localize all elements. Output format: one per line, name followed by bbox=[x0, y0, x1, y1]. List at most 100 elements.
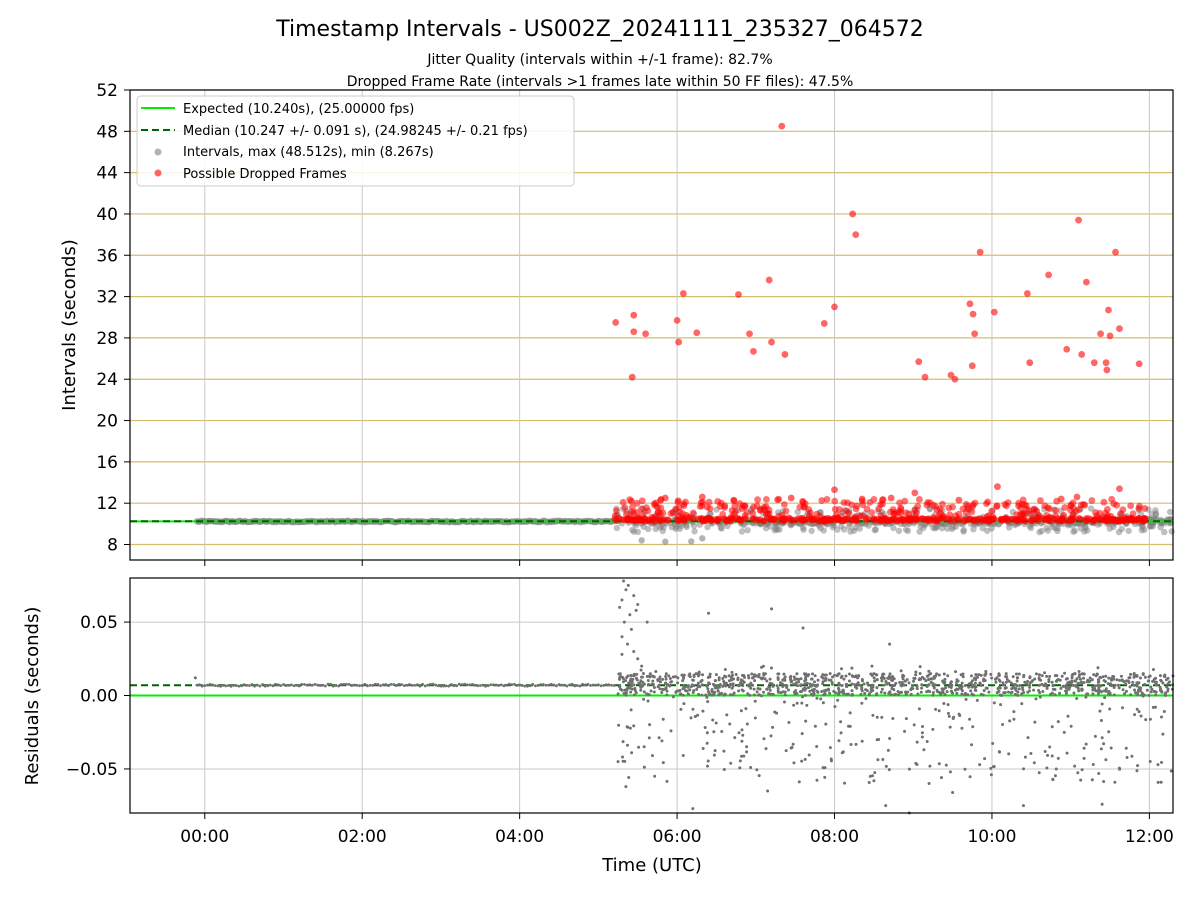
residual-point bbox=[934, 707, 938, 711]
residual-point bbox=[891, 675, 895, 679]
residual-point bbox=[891, 716, 895, 720]
residual-point bbox=[1096, 678, 1100, 682]
dropped-frame-point bbox=[912, 512, 919, 520]
residual-point bbox=[989, 672, 993, 676]
residual-point bbox=[513, 682, 516, 686]
residual-point bbox=[723, 667, 727, 671]
dropped-frame-point bbox=[742, 515, 749, 523]
residual-point bbox=[352, 683, 356, 687]
residual-point bbox=[562, 683, 566, 687]
residual-point bbox=[622, 620, 626, 624]
dropped-frame-point bbox=[633, 499, 641, 507]
x-tick-label: 06:00 bbox=[653, 827, 702, 847]
residual-point bbox=[762, 737, 766, 741]
residual-point bbox=[888, 737, 892, 741]
residual-point bbox=[602, 684, 606, 687]
residual-point bbox=[870, 664, 874, 668]
residual-point bbox=[967, 685, 971, 689]
residual-point bbox=[946, 674, 950, 678]
residual-point bbox=[849, 742, 853, 746]
residual-point bbox=[821, 766, 825, 770]
dropped-frame-point bbox=[628, 373, 636, 381]
residual-point bbox=[436, 684, 440, 688]
residual-point bbox=[1146, 679, 1150, 683]
residual-point bbox=[696, 681, 700, 685]
residual-point bbox=[1076, 771, 1080, 775]
residual-point bbox=[804, 687, 808, 691]
interval-point bbox=[1118, 525, 1125, 533]
residual-point bbox=[851, 674, 855, 678]
residual-point bbox=[943, 677, 947, 681]
residual-point bbox=[912, 723, 916, 727]
residual-point bbox=[813, 674, 817, 678]
residual-point bbox=[1121, 688, 1125, 692]
residual-point bbox=[1160, 760, 1164, 764]
residual-point bbox=[880, 715, 884, 719]
dropped-frame-point bbox=[931, 516, 939, 523]
residual-point bbox=[497, 684, 501, 687]
dropped-frame-point bbox=[868, 509, 876, 516]
residual-point bbox=[706, 690, 710, 694]
residual-point bbox=[1050, 725, 1054, 729]
residual-point bbox=[891, 678, 895, 682]
residual-point bbox=[860, 679, 864, 683]
interval-point bbox=[1141, 526, 1148, 534]
residual-point bbox=[813, 724, 817, 728]
residual-point bbox=[665, 689, 669, 693]
residual-point bbox=[853, 685, 857, 689]
residual-point bbox=[1020, 692, 1024, 696]
residual-point bbox=[661, 717, 665, 721]
interval-point bbox=[988, 525, 995, 532]
residual-point bbox=[1012, 717, 1016, 721]
residual-point bbox=[761, 664, 765, 668]
residual-point bbox=[794, 689, 798, 693]
residual-point bbox=[859, 692, 863, 696]
residual-point bbox=[631, 677, 635, 681]
dropped-frame-point bbox=[778, 122, 786, 130]
residual-point bbox=[795, 701, 799, 705]
residual-point bbox=[607, 683, 611, 687]
interval-point bbox=[699, 535, 706, 542]
residual-point bbox=[664, 681, 668, 685]
residual-point bbox=[234, 684, 238, 687]
residuals-data bbox=[130, 579, 1175, 815]
residuals-x-ticks: 00:00 02:00 04:00 06:00 08:00 10:00 12:00 bbox=[180, 813, 1174, 847]
dropped-frame-point bbox=[1067, 502, 1075, 510]
residual-point bbox=[1091, 685, 1095, 689]
residual-point bbox=[948, 725, 952, 729]
residual-point bbox=[770, 607, 774, 611]
residual-point bbox=[741, 679, 745, 683]
residual-point bbox=[881, 672, 885, 676]
residual-point bbox=[1033, 677, 1037, 681]
residual-point bbox=[250, 683, 254, 686]
interval-point bbox=[1168, 528, 1175, 535]
residual-point bbox=[864, 688, 868, 692]
residual-point bbox=[1084, 695, 1088, 699]
residual-point bbox=[208, 682, 212, 686]
residual-point bbox=[633, 689, 637, 693]
residual-point bbox=[1121, 706, 1125, 710]
residual-point bbox=[1065, 751, 1069, 755]
residual-point bbox=[624, 691, 628, 695]
residual-point bbox=[941, 680, 945, 684]
residual-point bbox=[1090, 778, 1094, 782]
dropped-frame-point bbox=[1036, 497, 1044, 504]
residual-point bbox=[815, 696, 819, 700]
residual-point bbox=[745, 750, 749, 754]
dropped-frame-point bbox=[1100, 498, 1108, 506]
y-tick-label: 20 bbox=[96, 412, 118, 432]
residual-point bbox=[863, 691, 867, 695]
residual-point bbox=[308, 683, 312, 687]
residual-point bbox=[930, 677, 934, 681]
y-tick-label: 24 bbox=[96, 370, 118, 390]
residual-point bbox=[902, 674, 906, 678]
residual-point bbox=[1161, 732, 1165, 736]
dropped-frame-point bbox=[1046, 513, 1054, 521]
residual-point bbox=[652, 690, 656, 694]
residual-point bbox=[350, 684, 354, 687]
residual-point bbox=[360, 684, 364, 687]
residual-point bbox=[647, 683, 651, 687]
dropped-frame-point bbox=[716, 502, 724, 510]
residual-point bbox=[888, 672, 892, 676]
residual-point bbox=[1169, 769, 1173, 773]
